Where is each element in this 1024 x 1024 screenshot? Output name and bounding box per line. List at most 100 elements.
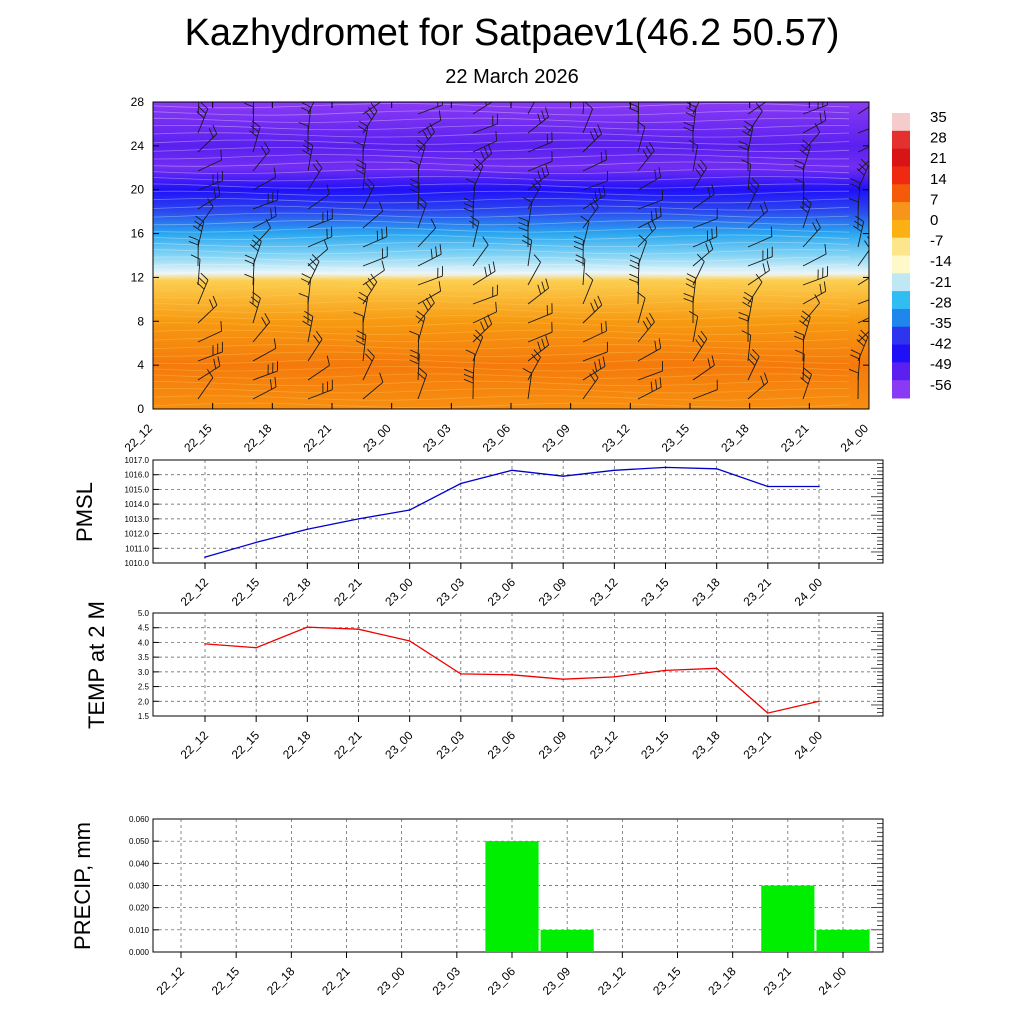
wind-barb	[472, 113, 498, 134]
pmsl-ylabel: PMSL	[72, 482, 97, 542]
wind-barb	[472, 314, 493, 343]
contour-line	[153, 249, 850, 255]
page-title: Kazhydromet for Satpaev1(46.2 50.57)	[184, 12, 840, 54]
wind-barb	[637, 234, 648, 267]
contour-line	[153, 198, 850, 204]
heat-y-tick-label: 24	[131, 139, 145, 153]
precip-y-tick-label: 0.050	[129, 837, 150, 846]
wind-barb	[802, 110, 827, 134]
precip-x-tick-label: 24_00	[816, 964, 850, 998]
contour-line	[153, 402, 850, 408]
page-subtitle: 22 March 2026	[445, 66, 579, 88]
temp2m-ylabel: TEMP at 2 M	[84, 601, 109, 729]
wind-barb	[249, 291, 261, 324]
temp2m-x-tick-label: 24_00	[792, 728, 826, 762]
precip-ylabel: PRECIP, mm	[70, 822, 95, 950]
wind-barb	[580, 215, 590, 248]
wind-barb	[582, 185, 606, 210]
colorbar-swatch	[892, 344, 910, 363]
heat-x-tick-label: 24_00	[838, 421, 872, 455]
temp2m-x-tick-label: 22_12	[178, 728, 212, 762]
colorbar-label: -7	[930, 233, 943, 250]
wind-barb	[857, 160, 869, 172]
wind-barb	[637, 312, 655, 343]
pmsl-point	[408, 509, 411, 511]
pmsl-point	[511, 469, 513, 472]
temp2m-point	[357, 628, 360, 630]
wind-barb	[469, 215, 480, 248]
colorbar-label: 14	[930, 171, 947, 188]
contour-line	[153, 293, 850, 299]
contour-line	[153, 380, 850, 387]
wind-barb	[307, 208, 333, 229]
wind-barb	[637, 141, 655, 172]
colorbar-label: -42	[930, 336, 952, 353]
precip-y-tick-label: 0.000	[129, 948, 150, 957]
pmsl-x-tick-label: 23_00	[382, 575, 416, 609]
precip-y-tick-label: 0.040	[129, 859, 150, 868]
wind-barb	[252, 206, 277, 229]
colorbar-swatch	[892, 308, 910, 328]
wind-barb	[629, 254, 640, 286]
contour-line	[153, 219, 850, 226]
pmsl-x-tick-label: 23_18	[689, 575, 723, 609]
wind-barb	[463, 368, 474, 400]
wind-barb	[747, 348, 760, 381]
wind-barb	[362, 201, 384, 229]
contour-line	[153, 110, 850, 116]
wind-barb	[197, 295, 218, 324]
wind-barb	[850, 178, 861, 210]
wind-barb	[527, 254, 541, 286]
wind-barb	[799, 139, 811, 172]
wind-barb	[692, 239, 714, 267]
wind-barb	[742, 120, 754, 153]
pmsl-point	[818, 485, 820, 488]
wind-barb	[300, 273, 312, 305]
wind-barb	[355, 330, 367, 362]
wind-barb	[252, 190, 279, 210]
precip-chart: PRECIP, mm 0.000 0.010 0.020 0.030 0.040 0.05…	[70, 815, 884, 998]
wind-barb	[857, 317, 869, 324]
wind-barb	[747, 260, 770, 286]
temp2m-x-tick-label: 23_00	[382, 728, 416, 762]
wind-barb	[527, 132, 553, 153]
precip-bar	[761, 885, 815, 952]
wind-barb	[637, 361, 664, 381]
precip-x-tick-label: 23_06	[485, 964, 519, 998]
wind-barb	[527, 164, 550, 191]
temp2m-y-tick-label: 2.0	[138, 697, 150, 706]
precip-x-tick-label: 22_15	[209, 964, 243, 998]
wind-barb	[197, 185, 221, 210]
contour-line	[153, 358, 850, 365]
pmsl-point	[664, 466, 667, 469]
wind-barb	[196, 272, 209, 305]
pmsl-point	[357, 518, 360, 520]
wind-barb	[850, 349, 861, 381]
heat-y-tick-label: 16	[131, 227, 145, 241]
colorbar-swatch	[892, 255, 910, 274]
wind-barb	[747, 246, 773, 267]
wind-barb	[244, 273, 255, 305]
wind-barb	[582, 102, 585, 115]
colorbar-label: 7	[930, 191, 938, 208]
wind-barb	[527, 278, 550, 305]
contour-line	[153, 124, 850, 131]
colorbar-label: 35	[930, 109, 947, 126]
precip-x-tick-label: 23_09	[540, 964, 574, 998]
pmsl-x-tick-label: 23_12	[587, 575, 621, 609]
contour-line	[153, 161, 850, 167]
colorbar-swatch	[892, 148, 910, 167]
temp2m-x-tick-label: 23_06	[485, 728, 519, 762]
colorbar-label: -49	[930, 356, 952, 373]
precip-x-tick-label: 22_21	[319, 964, 353, 998]
colorbar-label: 28	[930, 130, 947, 147]
pmsl-point	[767, 485, 769, 488]
wind-barb	[252, 376, 277, 400]
contour-line	[153, 241, 850, 248]
wind-barb	[802, 123, 821, 153]
pmsl-y-tick-label: 1014.0	[125, 500, 150, 509]
wind-barb	[362, 372, 384, 400]
heat-y-tick-label: 28	[131, 95, 145, 109]
wind-barb	[802, 102, 828, 115]
